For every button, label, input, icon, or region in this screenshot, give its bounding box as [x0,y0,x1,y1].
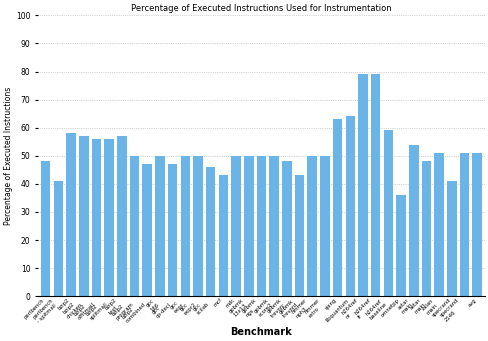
Bar [320,156,329,296]
Bar [433,153,443,296]
Bar [282,161,291,296]
Bar [370,74,380,296]
Bar [446,181,456,296]
Bar [117,136,126,296]
Bar [167,164,177,296]
Bar [471,153,481,296]
Bar [395,195,405,296]
X-axis label: Benchmark: Benchmark [230,327,292,337]
Bar [193,156,203,296]
Bar [244,156,253,296]
Bar [104,139,114,296]
Bar [269,156,278,296]
Bar [294,175,304,296]
Bar [92,139,101,296]
Bar [332,119,342,296]
Bar [408,145,418,296]
Bar [66,133,76,296]
Bar [218,175,228,296]
Bar [307,156,316,296]
Bar [231,156,241,296]
Bar [41,161,50,296]
Bar [345,116,354,296]
Bar [421,161,430,296]
Bar [256,156,265,296]
Bar [155,156,164,296]
Bar [54,181,63,296]
Bar [459,153,468,296]
Bar [383,131,392,296]
Title: Percentage of Executed Instructions Used for Instrumentation: Percentage of Executed Instructions Used… [131,4,391,13]
Y-axis label: Percentage of Executed Instructions: Percentage of Executed Instructions [4,87,13,225]
Bar [358,74,367,296]
Bar [129,156,139,296]
Bar [79,136,88,296]
Bar [205,167,215,296]
Bar [180,156,190,296]
Bar [142,164,152,296]
